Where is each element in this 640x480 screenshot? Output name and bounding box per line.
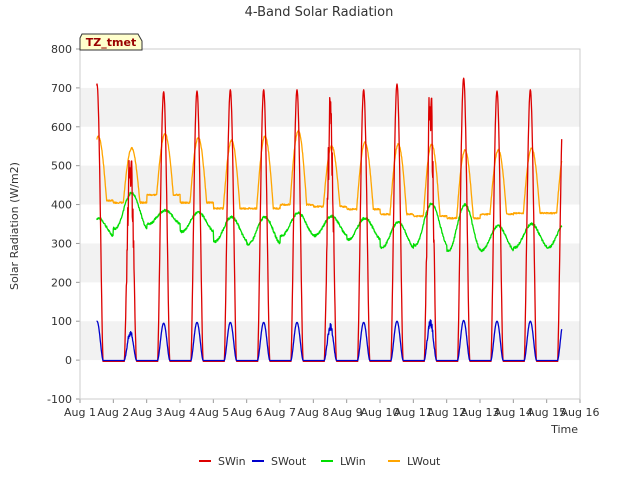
legend-label-lwout: LWout <box>407 455 441 468</box>
x-tick-label: Aug 12 <box>427 406 466 419</box>
x-tick-label: Aug 9 <box>331 406 363 419</box>
y-tick-label: 400 <box>51 199 72 212</box>
annotation-box <box>79 33 143 51</box>
y-axis-label: Solar Radiation (W/m2) <box>8 162 21 290</box>
y-tick-label: 300 <box>51 237 72 250</box>
annotation-label: TZ_tmet <box>86 36 136 49</box>
y-axis: -100 0 100 200 300 400 500 600 700 800 <box>47 43 80 406</box>
series-line-swin <box>96 77 563 362</box>
legend-label-lwin: LWin <box>340 455 366 468</box>
x-tick-label: Aug 16 <box>561 406 600 419</box>
x-tick-label: Aug 8 <box>297 406 329 419</box>
y-tick-label: 700 <box>51 82 72 95</box>
x-axis-label: Time <box>550 423 578 436</box>
x-tick-label: Aug 5 <box>197 406 229 419</box>
y-tick-label: 500 <box>51 160 72 173</box>
legend: SWin SWout LWin LWout <box>199 455 441 468</box>
y-tick-label: 0 <box>65 354 72 367</box>
tz-annotation: TZ_tmet <box>79 33 143 51</box>
y-tick-label: -100 <box>47 393 72 406</box>
x-axis: Aug 1 Aug 2 Aug 3 Aug 4 Aug 5 Aug 6 Aug 7 Aug 8… <box>64 399 599 419</box>
series-lines <box>96 77 563 362</box>
x-tick-label: Aug 14 <box>494 406 533 419</box>
legend-label-swout: SWout <box>271 455 307 468</box>
y-tick-label: 600 <box>51 121 72 134</box>
grid-band <box>80 165 580 205</box>
x-tick-label: Aug 11 <box>394 406 433 419</box>
x-tick-label: Aug 13 <box>461 406 500 419</box>
x-tick-label: Aug 7 <box>264 406 296 419</box>
y-tick-label: 100 <box>51 315 72 328</box>
series-line-lwin <box>96 191 563 253</box>
grid-band <box>80 243 580 283</box>
x-tick-label: Aug 6 <box>231 406 263 419</box>
x-tick-label: Aug 1 <box>64 406 96 419</box>
x-tick-label: Aug 3 <box>131 406 163 419</box>
y-tick-label: 200 <box>51 276 72 289</box>
x-tick-label: Aug 15 <box>527 406 566 419</box>
plot-frame <box>79 48 581 400</box>
x-tick-label: Aug 2 <box>97 406 129 419</box>
x-tick-label: Aug 10 <box>361 406 400 419</box>
legend-label-swin: SWin <box>218 455 246 468</box>
y-tick-label: 800 <box>51 43 72 56</box>
chart-title: 4-Band Solar Radiation <box>245 5 394 20</box>
grid-bands <box>80 87 580 361</box>
series-line-swout <box>96 319 563 362</box>
x-tick-label: Aug 4 <box>164 406 196 419</box>
